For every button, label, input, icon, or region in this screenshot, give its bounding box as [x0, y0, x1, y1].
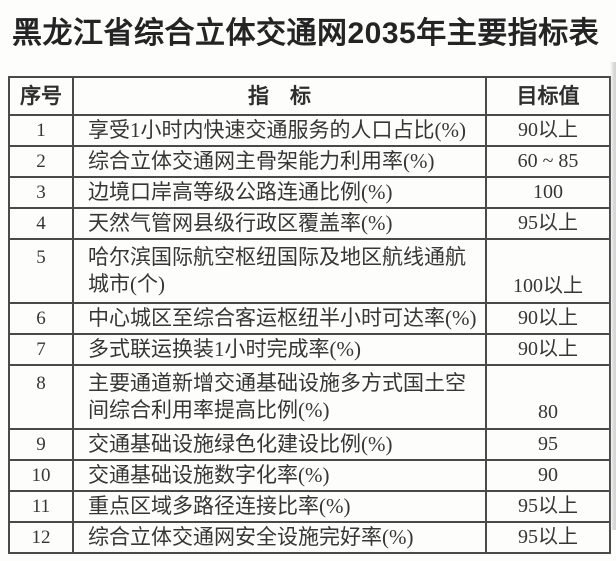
- table-row: 8 主要通道新增交通基础设施多方式国土空间综合利用率提高比例(%) 80: [8, 364, 611, 430]
- table-row: 5 哈尔滨国际航空枢纽国际及地区航线通航城市(个) 100以上: [8, 238, 611, 304]
- cell-indicator: 主要通道新增交通基础设施多方式国土空间综合利用率提高比例(%): [72, 364, 487, 430]
- cell-no: 9: [8, 428, 74, 461]
- page-title: 黑龙江省综合立体交通网2035年主要指标表: [12, 17, 600, 50]
- cell-no: 2: [8, 145, 74, 178]
- cell-target: 100以上: [485, 238, 611, 304]
- table-row: 1 享受1小时内快速交通服务的人口占比(%) 90以上: [8, 114, 611, 147]
- table-row: 9 交通基础设施绿色化建设比例(%) 95: [8, 428, 611, 461]
- cell-no: 3: [8, 176, 74, 209]
- col-header-no: 序号: [8, 76, 74, 116]
- cell-no: 10: [8, 459, 74, 492]
- table-row: 12 综合立体交通网安全设施完好率(%) 95以上: [8, 521, 611, 554]
- table-body: 1 享受1小时内快速交通服务的人口占比(%) 90以上 2 综合立体交通网主骨架能力利用…: [8, 114, 611, 554]
- cell-no: 8: [8, 364, 74, 430]
- col-header-target: 目标值: [485, 76, 611, 116]
- cell-indicator: 哈尔滨国际航空枢纽国际及地区航线通航城市(个): [72, 238, 487, 304]
- cell-no: 11: [8, 490, 74, 523]
- indicators-table: 序号 指 标 目标值 1 享受1小时内快速交通服务的人口占比(%) 90以上 2 综合立…: [8, 76, 611, 554]
- table-row: 2 综合立体交通网主骨架能力利用率(%) 60 ~ 85: [8, 145, 611, 178]
- table-row: 10 交通基础设施数字化率(%) 90: [8, 459, 611, 492]
- cell-indicator: 交通基础设施数字化率(%): [72, 459, 487, 492]
- cell-target: 95以上: [485, 207, 611, 240]
- cell-target: 80: [485, 364, 611, 430]
- table-header-row: 序号 指 标 目标值: [8, 76, 611, 116]
- cell-indicator: 天然气管网县级行政区覆盖率(%): [72, 207, 487, 240]
- cell-target: 90以上: [485, 114, 611, 147]
- cell-indicator: 中心城区至综合客运枢纽半小时可达率(%): [72, 302, 487, 335]
- cell-target: 90: [485, 459, 611, 492]
- cell-no: 12: [8, 521, 74, 554]
- cell-target: 100: [485, 176, 611, 209]
- cell-no: 4: [8, 207, 74, 240]
- table-row: 3 边境口岸高等级公路连通比例(%) 100: [8, 176, 611, 209]
- table-row: 6 中心城区至综合客运枢纽半小时可达率(%) 90以上: [8, 302, 611, 335]
- table-row: 4 天然气管网县级行政区覆盖率(%) 95以上: [8, 207, 611, 240]
- cell-indicator: 多式联运换装1小时完成率(%): [72, 333, 487, 366]
- cell-no: 7: [8, 333, 74, 366]
- cell-indicator: 享受1小时内快速交通服务的人口占比(%): [72, 114, 487, 147]
- cell-target: 60 ~ 85: [485, 145, 611, 178]
- cell-no: 1: [8, 114, 74, 147]
- table-row: 7 多式联运换装1小时完成率(%) 90以上: [8, 333, 611, 366]
- cell-target: 90以上: [485, 302, 611, 335]
- cell-no: 6: [8, 302, 74, 335]
- cell-target: 95以上: [485, 490, 611, 523]
- table-row: 11 重点区域多路径连接比率(%) 95以上: [8, 490, 611, 523]
- cell-indicator: 综合立体交通网安全设施完好率(%): [72, 521, 487, 554]
- cell-target: 95以上: [485, 521, 611, 554]
- cell-indicator: 综合立体交通网主骨架能力利用率(%): [72, 145, 487, 178]
- cell-indicator: 边境口岸高等级公路连通比例(%): [72, 176, 487, 209]
- cell-indicator: 交通基础设施绿色化建设比例(%): [72, 428, 487, 461]
- cell-indicator: 重点区域多路径连接比率(%): [72, 490, 487, 523]
- cell-no: 5: [8, 238, 74, 304]
- col-header-indicator: 指 标: [72, 76, 487, 116]
- cell-target: 90以上: [485, 333, 611, 366]
- cell-target: 95: [485, 428, 611, 461]
